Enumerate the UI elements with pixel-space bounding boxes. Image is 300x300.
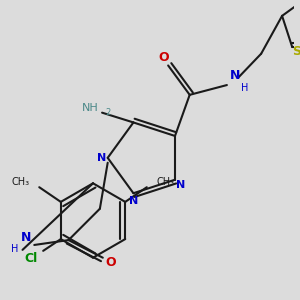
Text: S: S — [292, 45, 300, 58]
Text: N: N — [21, 231, 32, 244]
Text: O: O — [105, 256, 116, 269]
Text: NH: NH — [82, 103, 99, 113]
Text: H: H — [11, 244, 18, 254]
Text: N: N — [129, 196, 138, 206]
Text: CH₃: CH₃ — [157, 177, 175, 187]
Text: N: N — [230, 69, 240, 82]
Text: Cl: Cl — [25, 252, 38, 265]
Text: H: H — [241, 83, 248, 93]
Text: N: N — [97, 153, 106, 163]
Text: 2: 2 — [105, 108, 111, 117]
Text: CH₃: CH₃ — [11, 177, 29, 187]
Text: N: N — [176, 180, 185, 190]
Text: O: O — [158, 51, 169, 64]
